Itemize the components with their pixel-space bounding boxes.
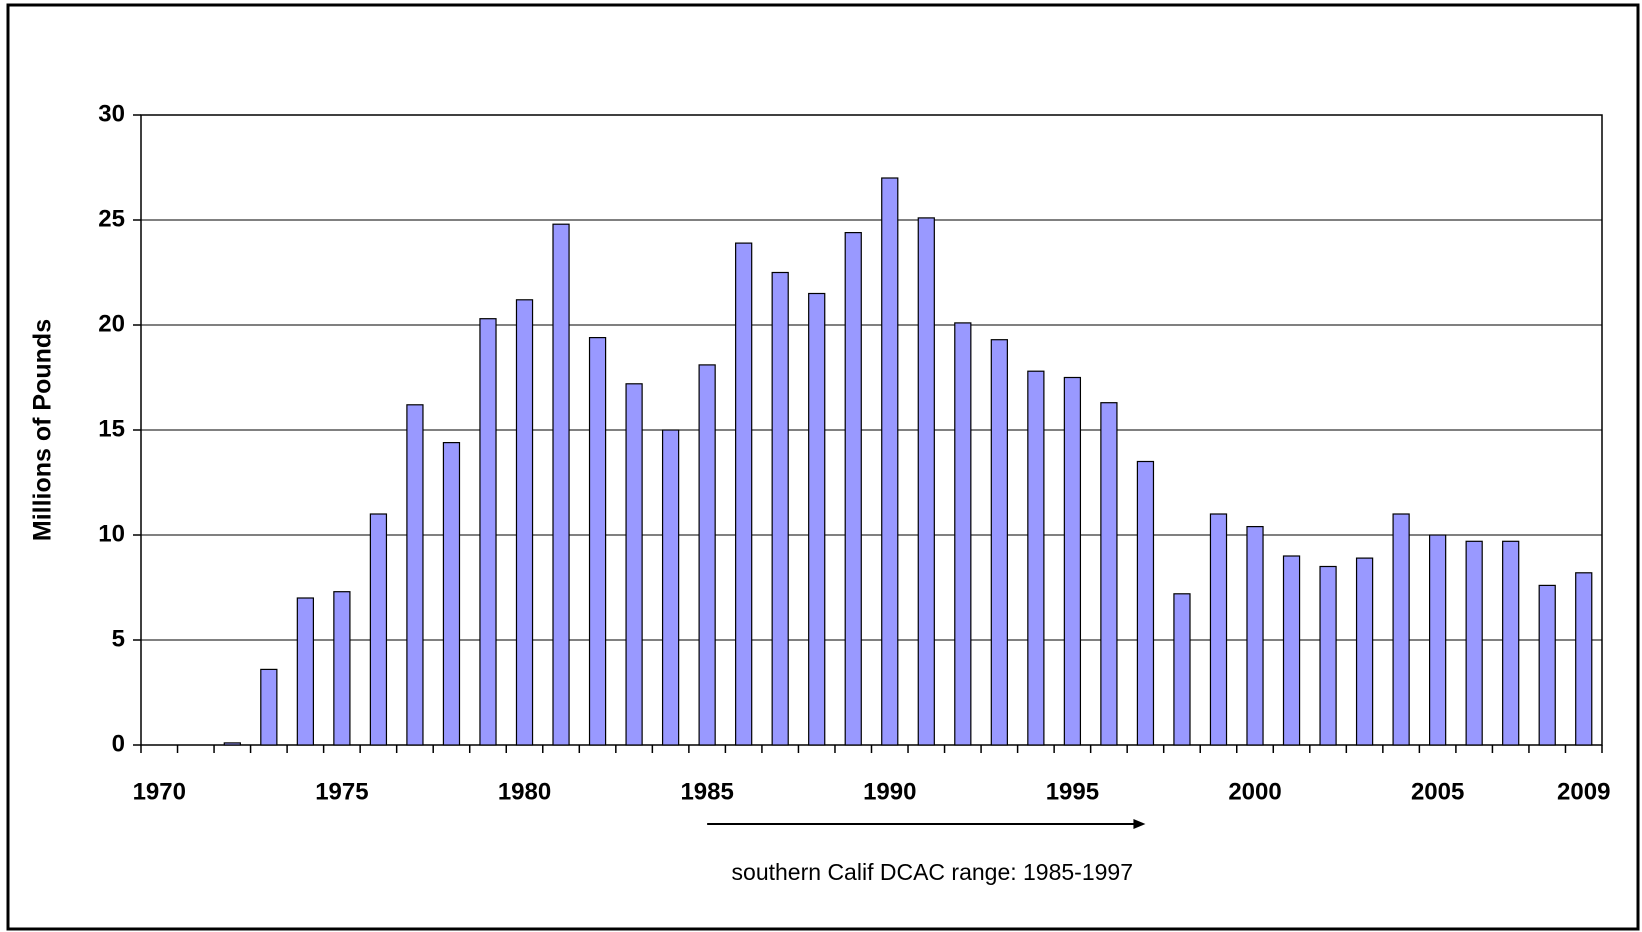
bar bbox=[735, 242, 753, 746]
bar bbox=[1063, 376, 1082, 746]
bar bbox=[844, 232, 862, 746]
bar bbox=[1392, 513, 1410, 746]
bar bbox=[1319, 565, 1337, 746]
bar bbox=[881, 177, 899, 746]
range-arrowhead bbox=[1133, 819, 1146, 829]
annotation: southern Calif DCAC range: 1985-1997 bbox=[732, 859, 1133, 885]
bar bbox=[1575, 572, 1593, 746]
y-tick-label: 0 bbox=[112, 730, 125, 757]
bar bbox=[369, 513, 388, 746]
x-tick-label: 1985 bbox=[680, 778, 733, 805]
x-tick-label: 2005 bbox=[1411, 778, 1464, 805]
bar bbox=[1173, 593, 1191, 746]
bar bbox=[442, 442, 461, 746]
bar bbox=[990, 339, 1008, 746]
bar bbox=[479, 318, 497, 746]
x-tick-label: 1995 bbox=[1046, 778, 1099, 805]
x-tick-label: 1975 bbox=[315, 778, 368, 805]
bar bbox=[260, 668, 278, 746]
y-axis-label: Millions of Pounds bbox=[29, 319, 57, 541]
bar bbox=[223, 742, 241, 746]
x-tick-label: 2009 bbox=[1557, 778, 1610, 805]
bar bbox=[1465, 540, 1483, 746]
bar bbox=[954, 322, 972, 746]
bar bbox=[406, 404, 424, 746]
bar bbox=[1282, 555, 1301, 746]
y-tick-label: 5 bbox=[112, 625, 125, 652]
bar bbox=[698, 364, 716, 746]
bar bbox=[296, 597, 314, 746]
y-tick-label: 30 bbox=[98, 100, 125, 127]
bar bbox=[1502, 540, 1520, 746]
y-tick-label: 10 bbox=[98, 520, 125, 547]
bar bbox=[771, 271, 789, 746]
bar bbox=[1429, 534, 1447, 746]
y-tick-label: 15 bbox=[98, 415, 125, 442]
bar bbox=[552, 223, 570, 746]
y-tick-label: 25 bbox=[98, 205, 125, 232]
bar bbox=[1027, 370, 1045, 746]
bar bbox=[808, 292, 826, 746]
bar bbox=[1246, 525, 1264, 746]
bar bbox=[1538, 584, 1556, 746]
bar bbox=[588, 337, 607, 746]
x-tick-label: 2000 bbox=[1228, 778, 1281, 805]
x-tick-label: 1970 bbox=[133, 778, 186, 805]
bar bbox=[515, 299, 534, 746]
x-tick-label: 1990 bbox=[863, 778, 916, 805]
bar bbox=[1136, 460, 1155, 746]
bar bbox=[1100, 402, 1118, 746]
y-tick-label: 20 bbox=[98, 310, 125, 337]
bar bbox=[1209, 513, 1228, 746]
bar bbox=[917, 217, 935, 746]
bar bbox=[661, 429, 680, 746]
bar bbox=[1355, 557, 1374, 746]
bar bbox=[625, 383, 643, 746]
x-tick-label: 1980 bbox=[498, 778, 551, 805]
bar bbox=[333, 591, 351, 746]
